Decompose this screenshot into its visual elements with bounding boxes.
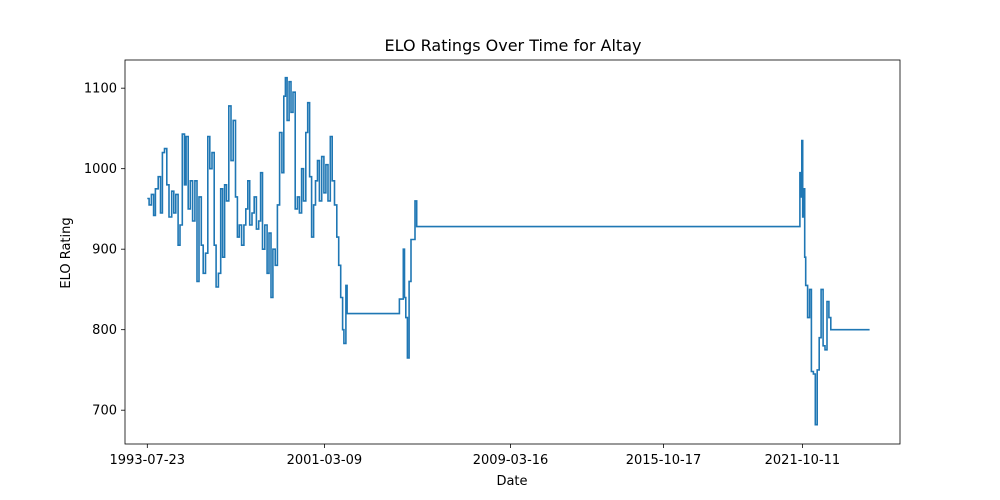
y-axis: 700 800 900 1000 1100 bbox=[84, 82, 125, 419]
x-tick-label: 1993-07-23 bbox=[110, 453, 186, 468]
y-tick-label: 800 bbox=[92, 323, 117, 338]
chart-title: ELO Ratings Over Time for Altay bbox=[385, 36, 642, 55]
y-tick-label: 900 bbox=[92, 243, 117, 258]
x-tick-label: 2021-10-11 bbox=[765, 453, 841, 468]
x-tick-label: 2001-03-09 bbox=[287, 453, 363, 468]
y-tick-label: 1100 bbox=[84, 82, 117, 97]
y-tick-label: 700 bbox=[92, 404, 117, 419]
y-axis-label: ELO Rating bbox=[59, 217, 74, 288]
y-tick-label: 1000 bbox=[84, 162, 117, 177]
plot-area bbox=[147, 76, 870, 426]
x-axis: 1993-07-23 2001-03-09 2009-03-16 2015-10-17… bbox=[110, 444, 841, 468]
axes-frame bbox=[124, 59, 901, 445]
x-tick-label: 2015-10-17 bbox=[626, 453, 702, 468]
x-axis-label: Date bbox=[496, 474, 527, 489]
x-tick-label: 2009-03-16 bbox=[473, 453, 549, 468]
series-line-0 bbox=[147, 76, 870, 426]
